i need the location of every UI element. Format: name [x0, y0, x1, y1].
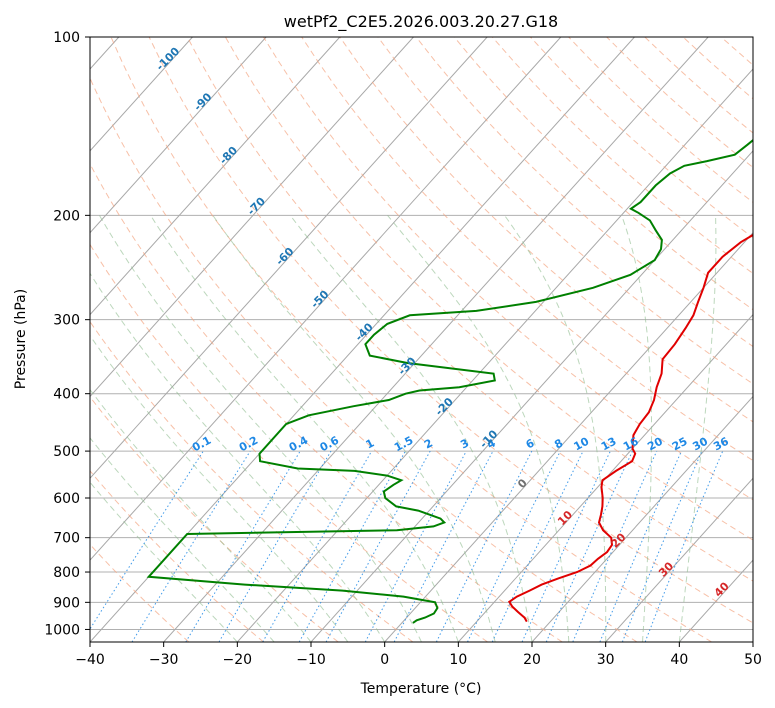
y-tick-label: 100 [53, 30, 80, 46]
moist-adiabat [90, 437, 275, 642]
isotherm-line [384, 231, 753, 642]
x-tick-label: −10 [296, 652, 326, 668]
y-tick-label: 700 [53, 531, 80, 547]
moist-adiabat [90, 334, 349, 642]
mixing-ratio-line [572, 450, 658, 642]
chart-title: wetPf2_C2E5.2026.003.20.27.G18 [284, 12, 558, 32]
isotherm-line [90, 37, 562, 561]
mixing-ratio-label: 13 [599, 435, 619, 454]
y-tick-label: 500 [53, 444, 80, 460]
mixing-ratio-line [644, 450, 724, 642]
mixing-ratio-line [435, 450, 533, 642]
x-tick-label: −20 [223, 652, 253, 668]
mixing-ratio-line [364, 450, 467, 642]
mixing-ratio-label: 16 [621, 435, 641, 454]
x-tick-label: 10 [449, 652, 467, 668]
x-axis-label: Temperature (°C) [360, 681, 482, 697]
mixing-ratio-label: 10 [572, 435, 592, 454]
moist-adiabat [289, 214, 533, 642]
y-tick-label: 300 [53, 313, 80, 329]
x-tick-label: 50 [744, 652, 762, 668]
x-tick-label: 30 [597, 652, 615, 668]
moist-adiabat [90, 388, 312, 642]
isotherm-line [310, 150, 753, 642]
axes: −40 −30 −20 −10 0 10 20 30 40 50 100 200 300 400 500 60… [44, 30, 762, 668]
mixing-ratio-line [131, 450, 251, 642]
dry-adiabat [90, 470, 264, 642]
x-tick-label: −30 [149, 652, 179, 668]
series-layer [146, 138, 753, 624]
dry-adiabat [90, 396, 339, 642]
isotherm-line [90, 37, 193, 152]
x-tick-label: 20 [523, 652, 541, 668]
moist-adiabat [150, 215, 459, 642]
y-tick-label: 1000 [44, 622, 80, 638]
isotherm-line [531, 395, 753, 642]
moist-adiabat [212, 215, 496, 642]
moist-adiabat [90, 272, 386, 642]
mixing-ratio-label: 20 [645, 435, 665, 454]
isotherm-line [457, 313, 753, 642]
dry-adiabat [453, 37, 753, 311]
x-tick-label: −40 [75, 652, 105, 668]
profile-line [146, 138, 753, 624]
moist-adiabat [621, 215, 653, 642]
mixing-ratio-label: 36 [711, 435, 731, 454]
isotherm-line [90, 37, 488, 480]
profile-line [507, 233, 753, 623]
isotherm-line [605, 477, 753, 642]
y-axis-label: Pressure (hPa) [13, 289, 29, 389]
mixing-ratio-label: 25 [670, 435, 690, 454]
y-tick-label: 800 [53, 565, 80, 581]
isotherm-line [90, 37, 267, 234]
y-tick-label: 200 [53, 208, 80, 224]
x-tick-label: 40 [670, 652, 688, 668]
moist-adiabat [387, 214, 570, 642]
dry-adiabat [110, 37, 712, 642]
moist-adiabat [90, 481, 238, 642]
dry-adiabat [148, 37, 753, 624]
plot-frame [89, 36, 754, 643]
mixing-ratio-label: 30 [690, 435, 710, 454]
mixing-ratio-line [90, 450, 204, 630]
isotherm-line [90, 37, 341, 316]
mixing-ratio-line [599, 450, 682, 642]
dry-adiabat [90, 243, 488, 642]
moist-adiabat [98, 215, 422, 642]
moist-adiabat [678, 215, 717, 642]
isotherm-line [236, 68, 753, 642]
isotherm-line [163, 37, 709, 642]
mixing-ratio-line [298, 450, 406, 642]
dry-adiabat [90, 162, 563, 642]
isotherm-line [752, 641, 753, 642]
dry-adiabat [90, 320, 414, 642]
x-tick-label: 0 [380, 652, 389, 668]
mixing-ratio-line [621, 450, 703, 642]
dry-adiabat [415, 37, 753, 348]
y-tick-label: 400 [53, 387, 80, 403]
mixing-ratio-line [545, 450, 633, 642]
y-tick-label: 600 [53, 491, 80, 507]
mixing-ratio-line [325, 450, 431, 642]
y-tick-label: 900 [53, 595, 80, 611]
isotherm-line [90, 37, 414, 398]
dry-adiabat [90, 543, 190, 642]
